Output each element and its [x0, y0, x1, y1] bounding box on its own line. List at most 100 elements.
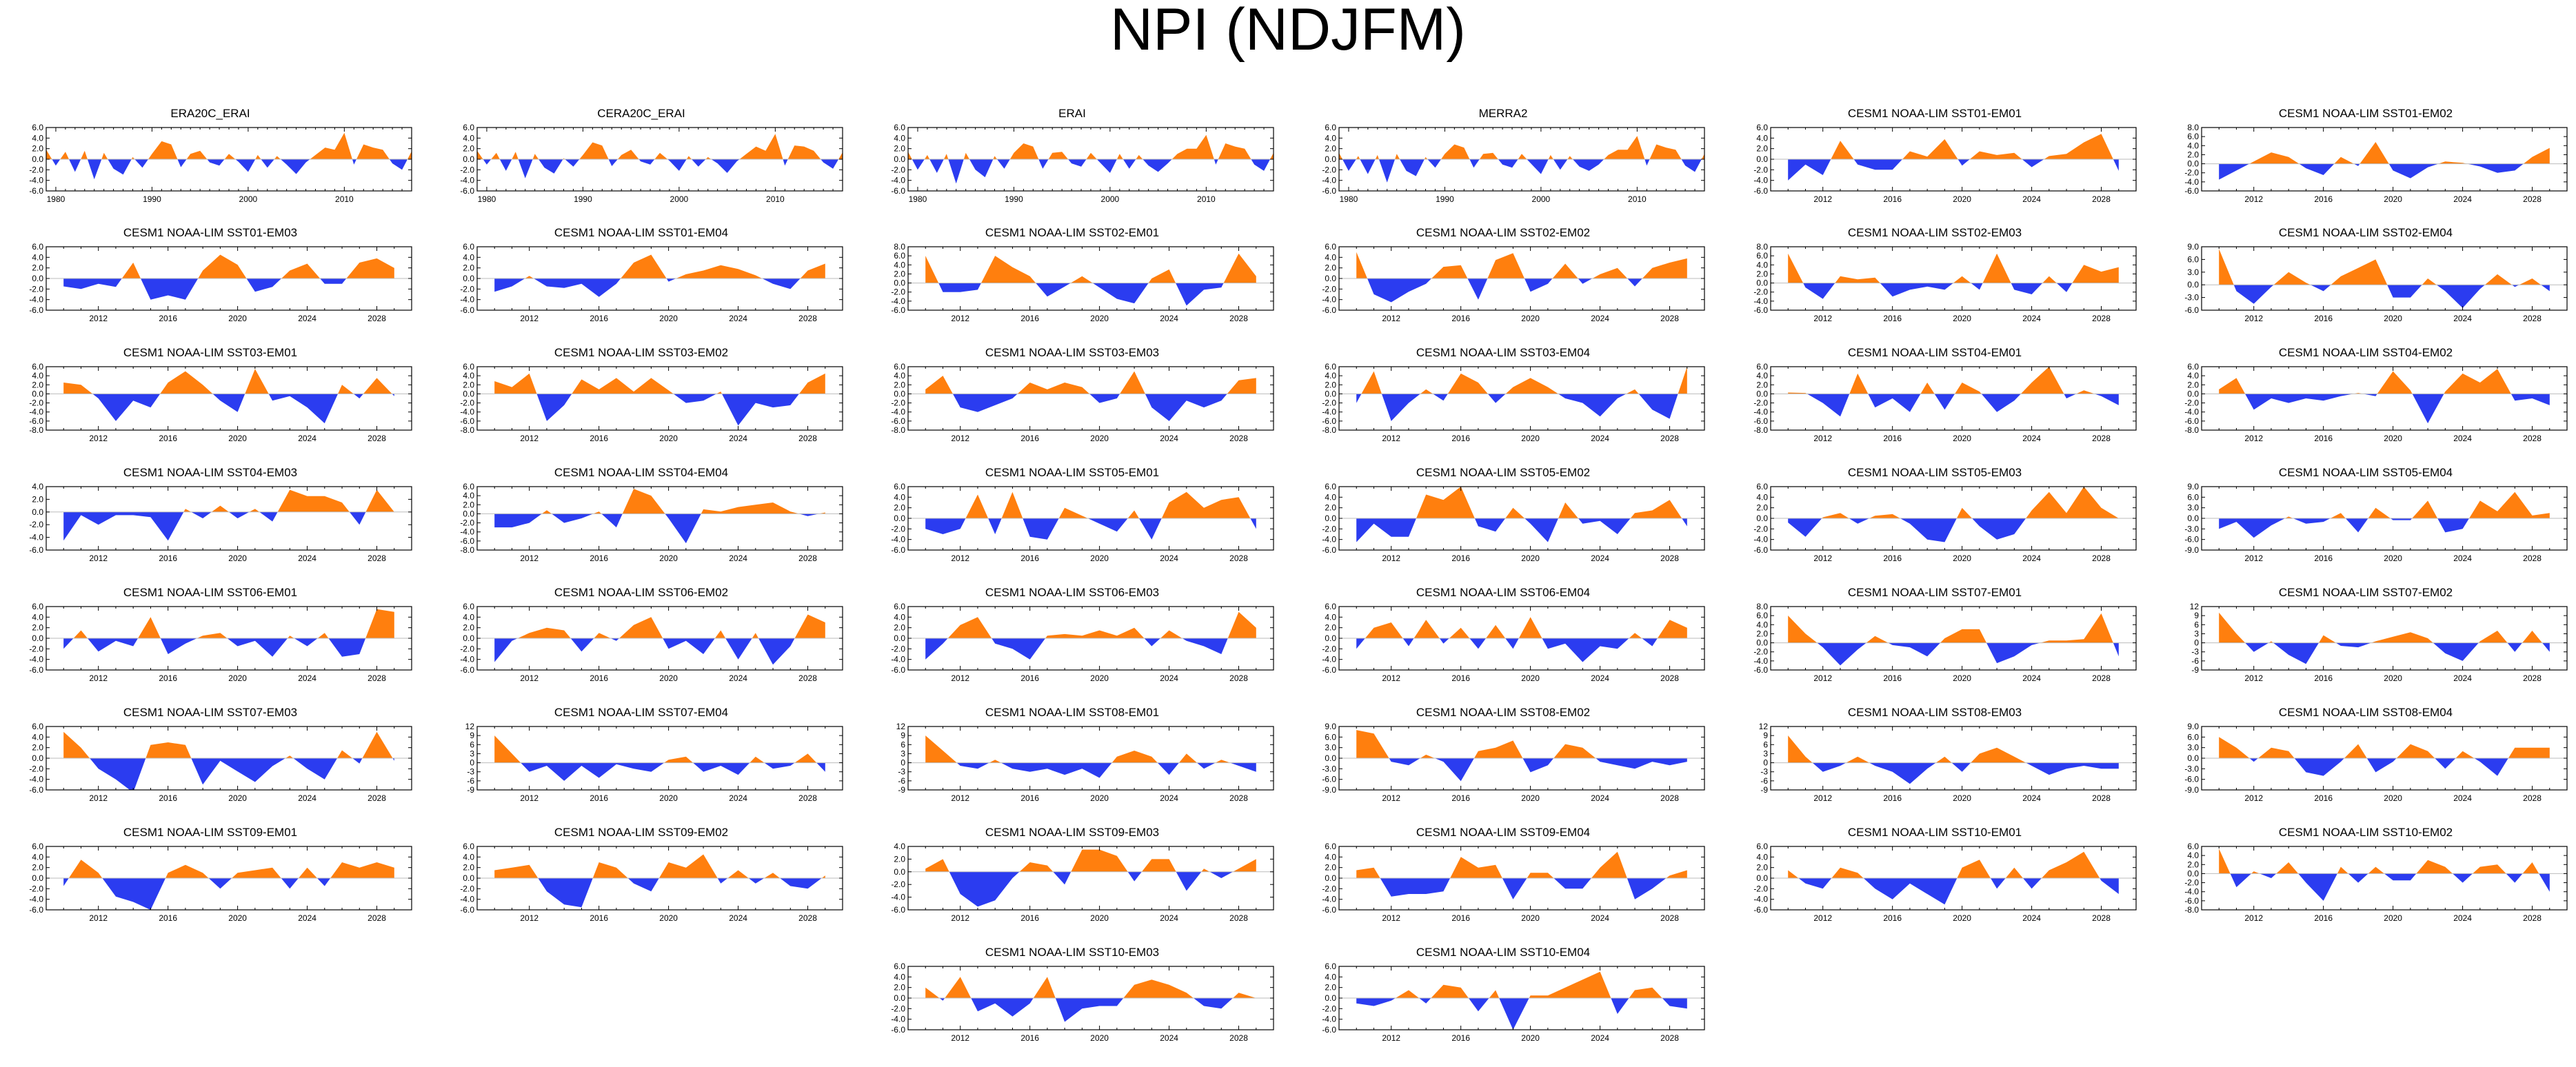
positive-area [63, 254, 394, 278]
x-tick-label: 2028 [1229, 314, 1248, 323]
x-tick-label: 2012 [951, 913, 969, 923]
x-tick-label: 2024 [1160, 1033, 1178, 1043]
y-tick-label: -2.0 [460, 165, 474, 174]
y-tick-label: 0.0 [1325, 514, 1336, 523]
y-tick-label: 6 [1763, 740, 1768, 749]
plot-frame [1770, 366, 2137, 431]
chart-title: CESM1 NOAA-LIM SST03-EM01 [123, 346, 298, 359]
x-tick-label: 2012 [2244, 194, 2263, 204]
x-tick-label: 2024 [1591, 553, 1609, 563]
y-tick-label: -6.0 [891, 186, 905, 196]
chart-svg: 9.06.03.00.0-3.0 -6.0-9.0 2012 2016 2020 2024… [2184, 722, 2568, 803]
y-tick-label: 8.0 [2187, 123, 2199, 132]
chart-panel: CESM1 NOAA-LIM SST06-EM02 6.0 4.0 2.0 0.0 -2.… [434, 586, 848, 703]
y-tick-label: -6.0 [29, 785, 43, 795]
x-tick-label: 2024 [298, 793, 316, 803]
x-tick-label: 2020 [228, 314, 247, 323]
x-tick-label: 2012 [89, 913, 108, 923]
y-tick-label: -4.0 [460, 527, 474, 537]
x-tick-label: 2010 [1628, 194, 1647, 204]
positive-area [183, 489, 394, 512]
x-tick-label: 2016 [2314, 793, 2333, 803]
y-tick-label: -6.0 [460, 905, 474, 915]
y-tick-label: 2.0 [463, 144, 474, 154]
y-tick-label: -4.0 [29, 655, 43, 664]
x-tick-label: 2016 [1020, 1033, 1039, 1043]
x-tick-label: 2020 [1090, 913, 1109, 923]
chart-svg: 6.04.02.00.0-2.0-4.0-6.0 2012 2016 2020 2024… [891, 482, 1274, 563]
y-tick-label: 4.0 [32, 852, 43, 862]
x-tick-label: 2016 [590, 673, 608, 683]
x-tick-label: 2020 [1521, 434, 1540, 443]
chart-panel: CESM1 NOAA-LIM SST05-EM03 6.0 4.0 2.0 0.0 -2.… [1728, 466, 2142, 583]
x-tick-label: 2020 [1521, 314, 1540, 323]
x-tick-label: 2012 [520, 553, 539, 563]
negative-area [952, 394, 1227, 421]
y-tick-label: 0.0 [894, 993, 905, 1003]
y-tick-label: -3 [467, 767, 474, 777]
chart-title: CESM1 NOAA-LIM SST10-EM02 [2278, 826, 2453, 839]
y-tick-label: -6.0 [891, 905, 905, 915]
y-tick-label: -6.0 [29, 545, 43, 555]
x-tick-label: 2024 [729, 793, 747, 803]
y-tick-label: 0.0 [894, 633, 905, 643]
x-tick-label: 2012 [1813, 314, 1832, 323]
y-tick-label: 2.0 [1325, 503, 1336, 513]
x-tick-label: 2016 [1883, 194, 1902, 204]
y-tick-label: -9.0 [1322, 785, 1336, 795]
chart-panel: CESM1 NOAA-LIM SST07-EM02 12 9 6 3 0 -3 -6 -9 201… [2159, 586, 2573, 703]
y-tick-label: 0.0 [2187, 868, 2199, 878]
x-tick-label: 2024 [729, 434, 747, 443]
y-tick-label: 2.0 [894, 269, 905, 278]
y-tick-label: 6.0 [32, 123, 43, 132]
x-tick-label: 2012 [2244, 673, 2263, 683]
x-tick-label: 2012 [2244, 434, 2263, 443]
y-tick-label: -6.0 [2184, 775, 2199, 784]
positive-area [1788, 487, 2119, 518]
chart-svg: 4.0 2.0 0.0 -2.0 -4.0 -6.0 2012 2016 2020 2024 202… [891, 842, 1274, 923]
y-tick-label: -2.0 [891, 880, 905, 889]
chart-panel: CESM1 NOAA-LIM SST03-EM04 6.0 4.0 2.0 0.0 -2.… [1296, 346, 1710, 463]
chart-title: CESM1 NOAA-LIM SST04-EM04 [554, 466, 729, 479]
y-tick-label: 9.0 [2187, 482, 2199, 491]
y-tick-label: 6.0 [2187, 732, 2199, 742]
y-tick-label: -4.0 [29, 895, 43, 904]
chart-panel: CESM1 NOAA-LIM SST07-EM01 8.0 6.0 4.0 2.0 0.0… [1728, 586, 2142, 703]
y-tick-label: 2.0 [1325, 144, 1336, 154]
x-tick-label: 2020 [1090, 553, 1109, 563]
plot-frame [476, 366, 843, 431]
chart-title: CESM1 NOAA-LIM SST10-EM01 [1847, 826, 2022, 839]
positive-area [1356, 252, 1687, 278]
y-tick-label: -4.0 [460, 295, 474, 305]
y-tick-label: -4.0 [1753, 176, 1768, 185]
negative-area [63, 758, 394, 790]
negative-area [2219, 163, 2550, 180]
y-tick-label: 4.0 [1756, 620, 1768, 629]
negative-area [1788, 283, 2119, 299]
y-tick-label: 6.0 [1756, 842, 1768, 851]
x-tick-label: 2024 [298, 673, 316, 683]
y-tick-label: -6.0 [891, 1025, 905, 1035]
x-tick-label: 2020 [659, 553, 678, 563]
y-tick-label: 4.0 [2187, 141, 2199, 150]
x-tick-label: 2012 [1813, 434, 1832, 443]
chart-panel: CESM1 NOAA-LIM SST01-EM03 6.0 4.0 2.0 0.0 -2.… [3, 226, 417, 343]
y-tick-label: 0.0 [32, 507, 43, 517]
y-tick-label: -6.0 [1322, 1025, 1336, 1035]
negative-area [494, 278, 825, 297]
chart-panel: CESM1 NOAA-LIM SST04-EM04 6.0 4.0 2.0 0.0 -2.… [434, 466, 848, 583]
y-tick-label: -6.0 [1753, 305, 1768, 315]
x-tick-label: 2024 [1160, 553, 1178, 563]
x-tick-label: 2024 [729, 673, 747, 683]
chart-panel: CESM1 NOAA-LIM SST09-EM04 6.0 4.0 2.0 0.0 -2.… [1296, 826, 1710, 943]
y-tick-label: -6.0 [891, 305, 905, 315]
y-tick-label: 2.0 [894, 623, 905, 633]
x-tick-label: 2012 [951, 434, 969, 443]
y-tick-label: -4.0 [460, 655, 474, 664]
y-tick-label: 0.0 [32, 154, 43, 164]
y-tick-label: 4.0 [1756, 492, 1768, 502]
x-tick-label: 2028 [1660, 793, 1679, 803]
y-tick-label: 6.0 [1325, 362, 1336, 372]
y-tick-label: 4.0 [32, 732, 43, 742]
